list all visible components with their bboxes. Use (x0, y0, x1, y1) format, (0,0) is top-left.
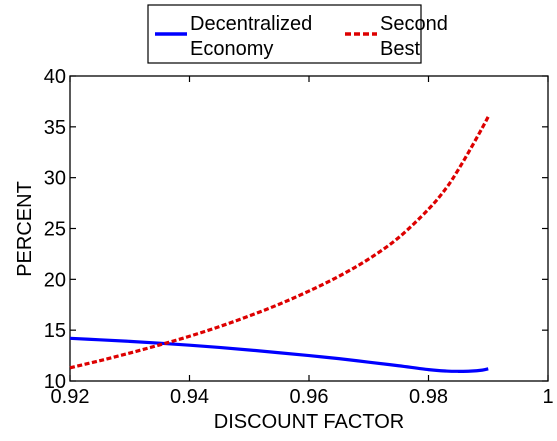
y-tick-label: 40 (44, 66, 66, 88)
y-tick-label: 10 (44, 371, 66, 393)
legend-label-second-best-line-1: Second (380, 13, 448, 35)
y-tick-label: 25 (44, 219, 66, 241)
legend-label-second-best-line-2: Best (380, 38, 420, 60)
legend-label-decentralized-economy-line-2: Economy (190, 38, 273, 60)
y-axis-ticks: 10 15 20 25 30 35 40 (44, 66, 548, 393)
y-tick-label: 15 (44, 320, 66, 342)
x-tick-label: 0.92 (51, 386, 90, 408)
x-tick-label: 1 (542, 386, 553, 408)
legend: Decentralized Economy Second Best (147, 4, 448, 64)
x-axis-ticks: 0.92 0.94 0.96 0.98 1 (51, 76, 554, 408)
y-tick-label: 20 (44, 269, 66, 291)
plot-area-frame (69, 75, 549, 382)
y-axis-label: PERCENT (14, 181, 36, 277)
series-layer (69, 115, 490, 373)
x-tick-label: 0.96 (290, 386, 329, 408)
x-axis-label: DISCOUNT FACTOR (214, 411, 404, 433)
x-tick-label: 0.98 (409, 386, 448, 408)
legend-label-decentralized-economy-line-1: Decentralized (190, 13, 312, 35)
series-line-decentralized-economy (69, 336, 489, 373)
series-line-second-best (69, 115, 490, 370)
y-tick-label: 35 (44, 117, 66, 139)
x-tick-label: 0.94 (170, 386, 209, 408)
y-tick-label: 30 (44, 168, 66, 190)
